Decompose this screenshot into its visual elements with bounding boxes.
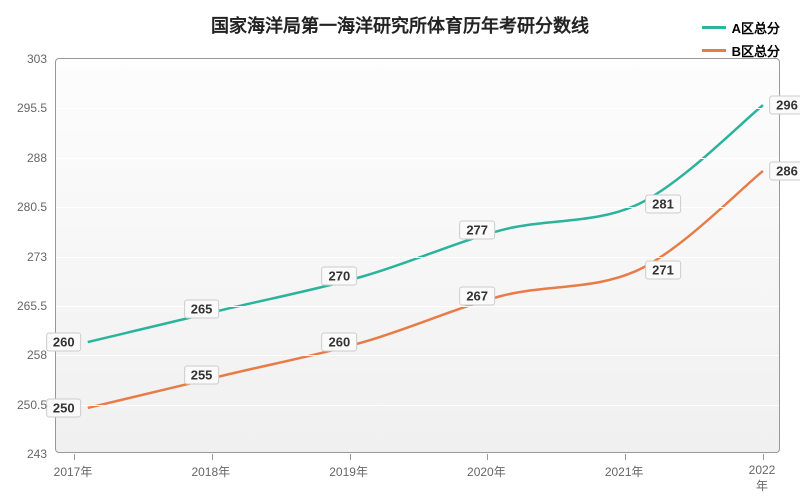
- x-tick: [74, 454, 75, 460]
- data-label: 265: [184, 300, 220, 319]
- y-axis-label: 288: [0, 151, 47, 165]
- plot-area: 260265270277281296250255260267271286: [55, 58, 780, 453]
- x-tick: [487, 454, 488, 460]
- x-axis-label: 2019年: [329, 463, 368, 480]
- data-label: 286: [769, 161, 800, 180]
- x-tick: [212, 454, 213, 460]
- y-axis-label: 280.5: [0, 200, 47, 214]
- chart-title: 国家海洋局第一海洋研究所体育历年考研分数线: [211, 12, 589, 38]
- legend-swatch: [702, 49, 726, 52]
- data-label: 270: [322, 267, 358, 286]
- x-tick: [350, 454, 351, 460]
- y-axis-label: 303: [0, 52, 47, 66]
- data-label: 277: [459, 221, 495, 240]
- grid-line: [56, 355, 779, 356]
- chart-container: 国家海洋局第一海洋研究所体育历年考研分数线 A区总分B区总分 260265270…: [0, 0, 800, 500]
- legend-swatch: [702, 26, 726, 29]
- data-label: 267: [459, 287, 495, 306]
- grid-line: [56, 158, 779, 159]
- y-axis-label: 243: [0, 447, 47, 461]
- data-label: 281: [645, 194, 681, 213]
- x-axis-label: 2017年: [54, 463, 93, 480]
- y-axis-label: 273: [0, 250, 47, 264]
- y-axis-label: 265.5: [0, 299, 47, 313]
- x-tick: [625, 454, 626, 460]
- grid-line: [56, 108, 779, 109]
- data-label: 250: [46, 398, 82, 417]
- data-label: 260: [322, 333, 358, 352]
- x-axis-label: 2022年: [743, 463, 781, 494]
- legend-item: A区总分: [702, 18, 780, 37]
- x-axis-label: 2018年: [191, 463, 230, 480]
- legend-label: A区总分: [732, 18, 780, 37]
- grid-line: [56, 257, 779, 258]
- grid-line: [56, 306, 779, 307]
- x-axis-label: 2021年: [605, 463, 644, 480]
- grid-line: [56, 405, 779, 406]
- data-label: 255: [184, 366, 220, 385]
- data-label: 260: [46, 333, 82, 352]
- x-axis-label: 2020年: [467, 463, 506, 480]
- x-tick: [763, 454, 764, 460]
- y-axis-label: 250.5: [0, 398, 47, 412]
- data-label: 271: [645, 260, 681, 279]
- data-label: 296: [769, 96, 800, 115]
- y-axis-label: 258: [0, 348, 47, 362]
- y-axis-label: 295.5: [0, 101, 47, 115]
